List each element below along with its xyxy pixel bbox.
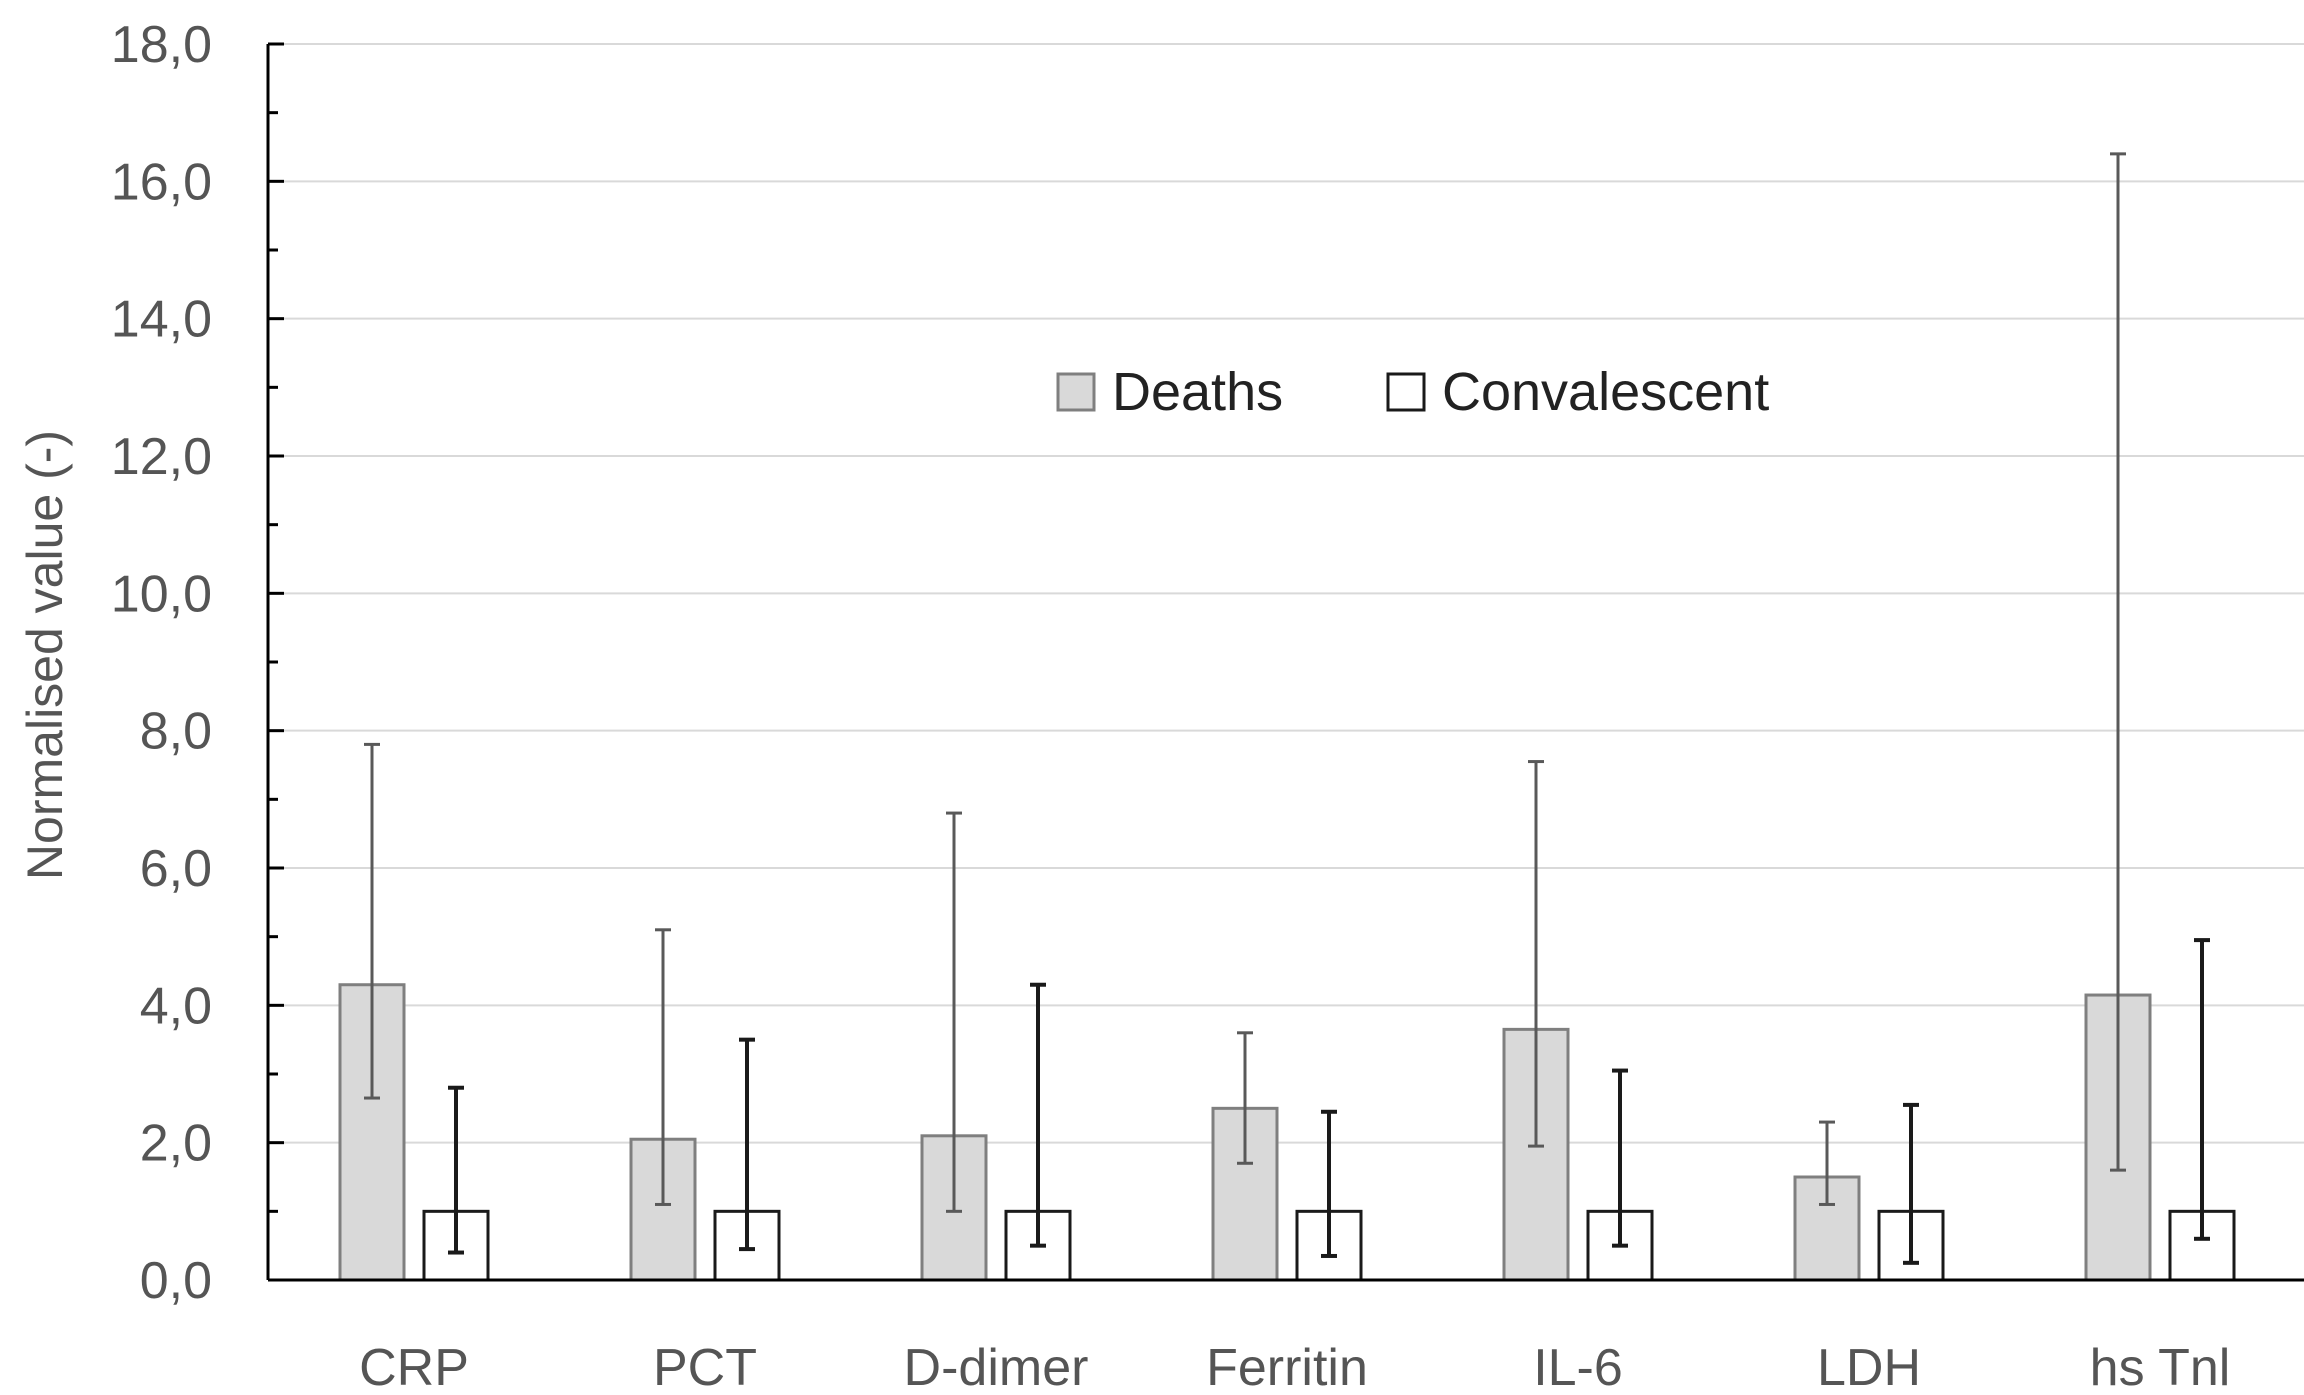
y-tick-label: 2,0 — [140, 1115, 212, 1173]
axes — [266, 42, 2304, 1282]
gridlines — [268, 43, 2304, 1144]
legend: Deaths Convalescent — [1056, 362, 1769, 422]
y-tick-label: 4,0 — [140, 977, 212, 1035]
x-tick-label: LDH — [1817, 1339, 1921, 1395]
x-tick-label: CRP — [359, 1339, 469, 1395]
y-tick-labels: 0,0 2,0 4,0 6,0 8,0 10,0 12,0 14,0 16,0 18,0 — [111, 16, 212, 1310]
y-tick-label: 8,0 — [140, 703, 212, 761]
legend-swatch — [1056, 372, 1096, 412]
y-tick-label: 18,0 — [111, 16, 212, 74]
legend-swatch — [1386, 372, 1426, 412]
y-axis-title: Normalised value (-) — [17, 430, 73, 880]
x-tick-label: hs Tnl — [2090, 1339, 2231, 1395]
y-tick-label: 10,0 — [111, 565, 212, 623]
y-tick-label: 14,0 — [111, 291, 212, 349]
x-tick-label: IL-6 — [1533, 1339, 1623, 1395]
y-tick-label: 16,0 — [111, 153, 212, 211]
x-tick-label: Ferritin — [1206, 1339, 1368, 1395]
y-tick-label: 12,0 — [111, 428, 212, 486]
x-tick-label: PCT — [653, 1339, 757, 1395]
legend-label: Deaths — [1112, 362, 1283, 422]
legend-label: Convalescent — [1442, 362, 1769, 422]
y-tick-label: 0,0 — [140, 1252, 212, 1310]
bars — [338, 983, 2236, 1282]
y-tick-label: 6,0 — [140, 840, 212, 898]
x-tick-labels: CRP PCT D-dimer Ferritin IL-6 LDH hs Tnl — [359, 1339, 2230, 1395]
x-tick-label: D-dimer — [904, 1339, 1089, 1395]
error-bars — [364, 152, 2210, 1265]
